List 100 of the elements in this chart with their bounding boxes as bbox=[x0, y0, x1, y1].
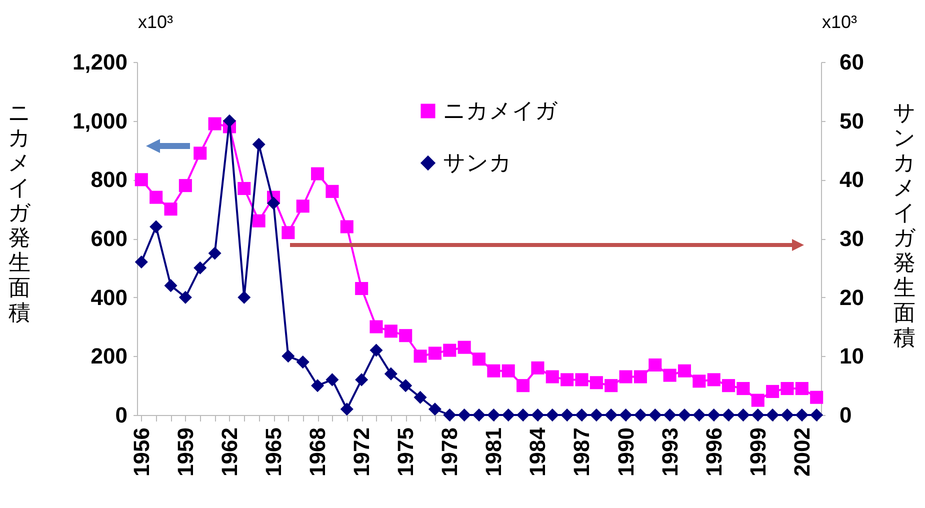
legend-label: サンカ bbox=[443, 150, 512, 175]
point bbox=[560, 408, 574, 422]
point bbox=[208, 117, 222, 130]
point bbox=[678, 408, 692, 422]
point bbox=[414, 390, 427, 404]
point bbox=[634, 408, 647, 422]
point bbox=[795, 408, 808, 422]
point bbox=[634, 370, 647, 384]
point bbox=[619, 370, 632, 384]
point bbox=[751, 408, 764, 422]
point bbox=[414, 350, 427, 363]
point bbox=[311, 379, 324, 392]
point bbox=[370, 344, 383, 357]
point bbox=[604, 408, 618, 422]
point bbox=[384, 367, 398, 380]
point bbox=[766, 384, 780, 398]
point bbox=[780, 382, 794, 396]
point bbox=[810, 390, 824, 404]
point bbox=[648, 358, 662, 372]
point bbox=[546, 408, 559, 422]
y-tick-label: 600 bbox=[90, 226, 128, 251]
point bbox=[560, 373, 574, 386]
point bbox=[222, 114, 236, 128]
y2-tick-label: 30 bbox=[840, 226, 864, 251]
point bbox=[736, 382, 750, 396]
x-tick-label: 1959 bbox=[172, 428, 198, 476]
point bbox=[428, 346, 442, 360]
x-tick-label: 1956 bbox=[128, 428, 154, 476]
point bbox=[443, 344, 456, 357]
point bbox=[502, 364, 515, 378]
point bbox=[795, 382, 808, 396]
text: x10³ bbox=[822, 12, 858, 33]
point bbox=[164, 279, 178, 292]
point bbox=[238, 182, 251, 196]
point bbox=[458, 340, 471, 354]
text: x10³ bbox=[138, 12, 174, 33]
point bbox=[472, 408, 486, 422]
text: サンカメイガ発生面積 bbox=[893, 100, 916, 350]
point bbox=[208, 246, 222, 260]
point bbox=[150, 190, 163, 204]
point bbox=[707, 373, 720, 386]
point bbox=[252, 214, 266, 228]
legend-label: ニカメイガ bbox=[443, 98, 558, 123]
x-tick-label: 1999 bbox=[745, 428, 770, 476]
x-tick-label: 1965 bbox=[261, 428, 286, 476]
y-tick-label: 0 bbox=[115, 402, 128, 428]
point bbox=[266, 196, 280, 210]
point bbox=[340, 220, 354, 234]
point bbox=[590, 376, 603, 390]
y-tick-label: 1,000 bbox=[72, 108, 128, 134]
point bbox=[355, 373, 368, 386]
point bbox=[678, 364, 692, 378]
point bbox=[194, 146, 207, 160]
point bbox=[384, 324, 398, 338]
point bbox=[810, 408, 824, 422]
y2-tick-label: 50 bbox=[840, 108, 864, 134]
point bbox=[282, 350, 295, 363]
x-tick-label: 1978 bbox=[437, 428, 462, 476]
text: ニカメイガ発生面積 bbox=[8, 100, 31, 325]
point bbox=[370, 320, 383, 334]
point bbox=[516, 379, 530, 392]
point bbox=[164, 202, 178, 216]
x-tick-label: 1972 bbox=[349, 428, 374, 476]
point bbox=[663, 408, 676, 422]
y2-tick-label: 20 bbox=[840, 284, 864, 310]
point bbox=[590, 408, 603, 422]
point bbox=[428, 402, 442, 416]
point bbox=[751, 394, 764, 407]
point bbox=[546, 370, 559, 384]
point bbox=[178, 290, 192, 304]
point bbox=[766, 408, 780, 422]
point bbox=[736, 408, 750, 422]
point bbox=[252, 138, 266, 151]
point bbox=[604, 379, 618, 392]
point bbox=[487, 364, 500, 378]
point bbox=[134, 256, 148, 269]
y2-tick-label: 40 bbox=[840, 167, 864, 192]
point bbox=[238, 290, 251, 304]
point bbox=[399, 329, 412, 342]
x-tick-label: 2002 bbox=[789, 428, 814, 476]
y-tick-label: 800 bbox=[90, 167, 128, 192]
y-tick-label: 400 bbox=[90, 284, 128, 310]
point bbox=[502, 408, 515, 422]
y-tick-label: 200 bbox=[90, 344, 128, 369]
point bbox=[619, 408, 632, 422]
point bbox=[326, 184, 339, 198]
point bbox=[722, 408, 736, 422]
point bbox=[487, 408, 500, 422]
point bbox=[531, 408, 544, 422]
point bbox=[472, 352, 486, 366]
point bbox=[648, 408, 662, 422]
point bbox=[692, 374, 706, 388]
x-tick-label: 1981 bbox=[481, 428, 506, 476]
point bbox=[355, 282, 368, 296]
x-tick-label: 1975 bbox=[393, 428, 418, 476]
point bbox=[663, 368, 676, 382]
point bbox=[575, 408, 588, 422]
point bbox=[134, 173, 148, 186]
y-tick-label: 1,200 bbox=[72, 50, 128, 74]
point bbox=[282, 226, 295, 240]
